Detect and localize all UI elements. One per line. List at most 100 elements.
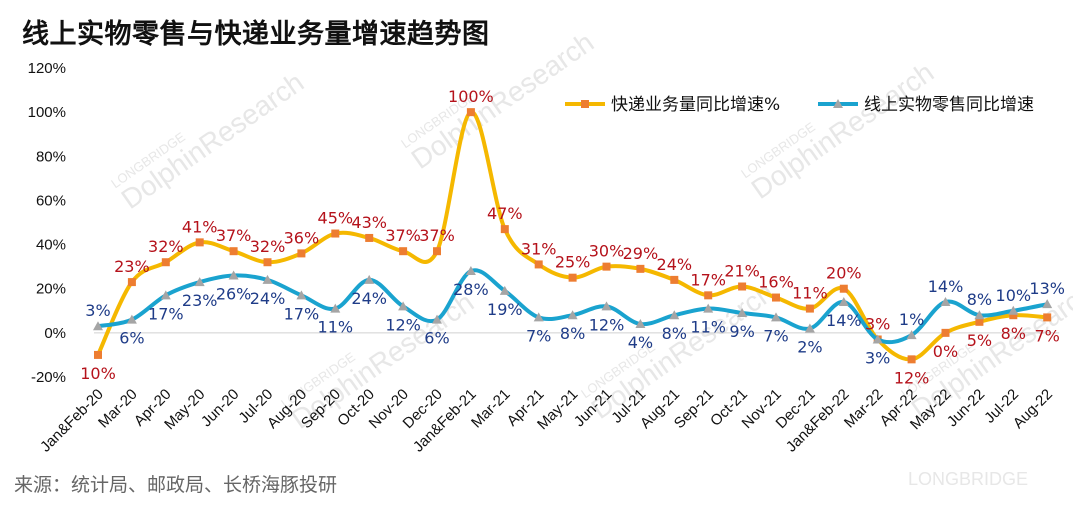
data-label-retail: 14% [928,277,964,296]
series-retail-point [499,285,510,295]
watermark-name: DolphinResearch [746,56,940,205]
y-tick-label: 0% [44,325,66,342]
legend-marker-retail [833,99,843,108]
data-label-express: 25% [555,253,591,272]
data-label-retail: 23% [182,291,218,310]
data-label-express: 36% [284,228,320,247]
series-express-point [161,258,170,267]
data-label-express: 8% [1001,324,1026,343]
series-express-point [975,317,984,326]
series-express-point [636,264,645,273]
series-retail-point [940,296,951,306]
data-label-express: 32% [148,237,184,256]
series-express-point [670,275,679,284]
data-label-retail: 12% [385,315,421,334]
series-express-point [297,249,306,258]
data-label-express: 23% [114,257,150,276]
x-tick-label: Mar-21 [468,386,514,432]
series-express-point [568,273,577,282]
series-retail-point [838,296,849,306]
data-label-express: 3% [865,314,890,333]
series-retail-point [262,274,273,284]
series-retail-point [567,310,578,320]
series-retail-point [228,270,239,280]
data-label-express: 43% [351,213,387,232]
watermark-logo: LONGBRIDGE [908,469,1028,489]
data-label-express: 12% [894,368,930,387]
y-tick-label: 60% [36,192,66,209]
series-express-point [534,260,543,269]
data-label-express: 41% [182,217,218,236]
data-label-retail: 28% [453,280,489,299]
data-label-retail: 8% [967,290,992,309]
data-label-express: 37% [385,226,421,245]
data-labels: 10% 3% 23% 6% 32% 17% 41% 23% 37% 26% 32% 24% 36% 17%… [80,87,1065,387]
series-layer [93,108,1053,364]
series-retail-point [703,303,714,313]
data-label-express: 100% [448,87,494,106]
y-tick-label: 120% [28,60,66,77]
data-label-express: 16% [758,273,794,292]
data-label-retail: 11% [690,318,726,337]
series-express-point [433,247,441,256]
watermark-name: DolphinResearch [586,276,780,425]
legend: 快递业务量同比增速% 线上实物零售同比增速 [565,95,1034,115]
data-label-retail: 17% [148,304,184,323]
x-tick-label: Jun-20 [198,386,242,430]
x-tick-label: Mar-22 [841,386,887,432]
data-label-retail: 3% [85,301,110,320]
series-express-point [229,247,238,256]
series-express-point [399,247,408,256]
series-retail-point [398,301,409,311]
legend-label-express: 快递业务量同比增速% [611,95,780,115]
data-label-retail: 12% [589,315,625,334]
series-retail-point [364,274,375,284]
data-label-express: 29% [623,244,659,263]
y-tick-label: 40% [36,237,66,254]
data-label-express: 5% [967,331,992,350]
legend-label-retail: 线上实物零售同比增速 [864,95,1034,115]
data-label-retail: 1% [899,310,924,329]
data-label-express: 7% [1035,326,1060,345]
series-retail-point [432,314,442,324]
data-label-retail: 24% [351,289,387,308]
series-express-point [907,355,916,364]
y-tick-label: 80% [36,148,66,165]
data-label-retail: 4% [628,333,653,352]
data-label-express: 37% [216,226,252,245]
series-express-point [602,262,611,271]
data-label-retail: 11% [318,318,354,337]
series-retail-point [601,301,612,311]
series-retail-point [465,266,476,276]
series-express-point [500,225,509,234]
series-retail-point [974,310,985,320]
series-express-point [839,284,848,293]
series-retail-point [1042,299,1053,309]
data-label-retail: 24% [250,289,286,308]
watermark-name: DolphinResearch [116,66,310,215]
series-express-point [772,293,780,302]
data-label-express: 20% [826,264,862,283]
series-retail-point [194,277,205,287]
data-label-retail: 7% [526,326,551,345]
series-express-point [94,350,102,359]
series-retail-point [533,312,544,322]
series-express-point [1009,311,1018,320]
data-label-express: 24% [657,255,693,274]
series-express-point [805,304,814,313]
series-retail-point [771,312,781,322]
series-express-point [365,233,374,242]
series-express-point [263,258,272,267]
data-label-express: 0% [933,342,958,361]
data-label-express: 30% [589,242,625,261]
series-express-point [941,328,950,337]
series-retail-point [296,290,307,300]
data-label-retail: 7% [763,326,788,345]
data-label-express: 47% [487,204,523,223]
series-express-point [466,108,475,117]
series-retail-point [906,330,917,340]
